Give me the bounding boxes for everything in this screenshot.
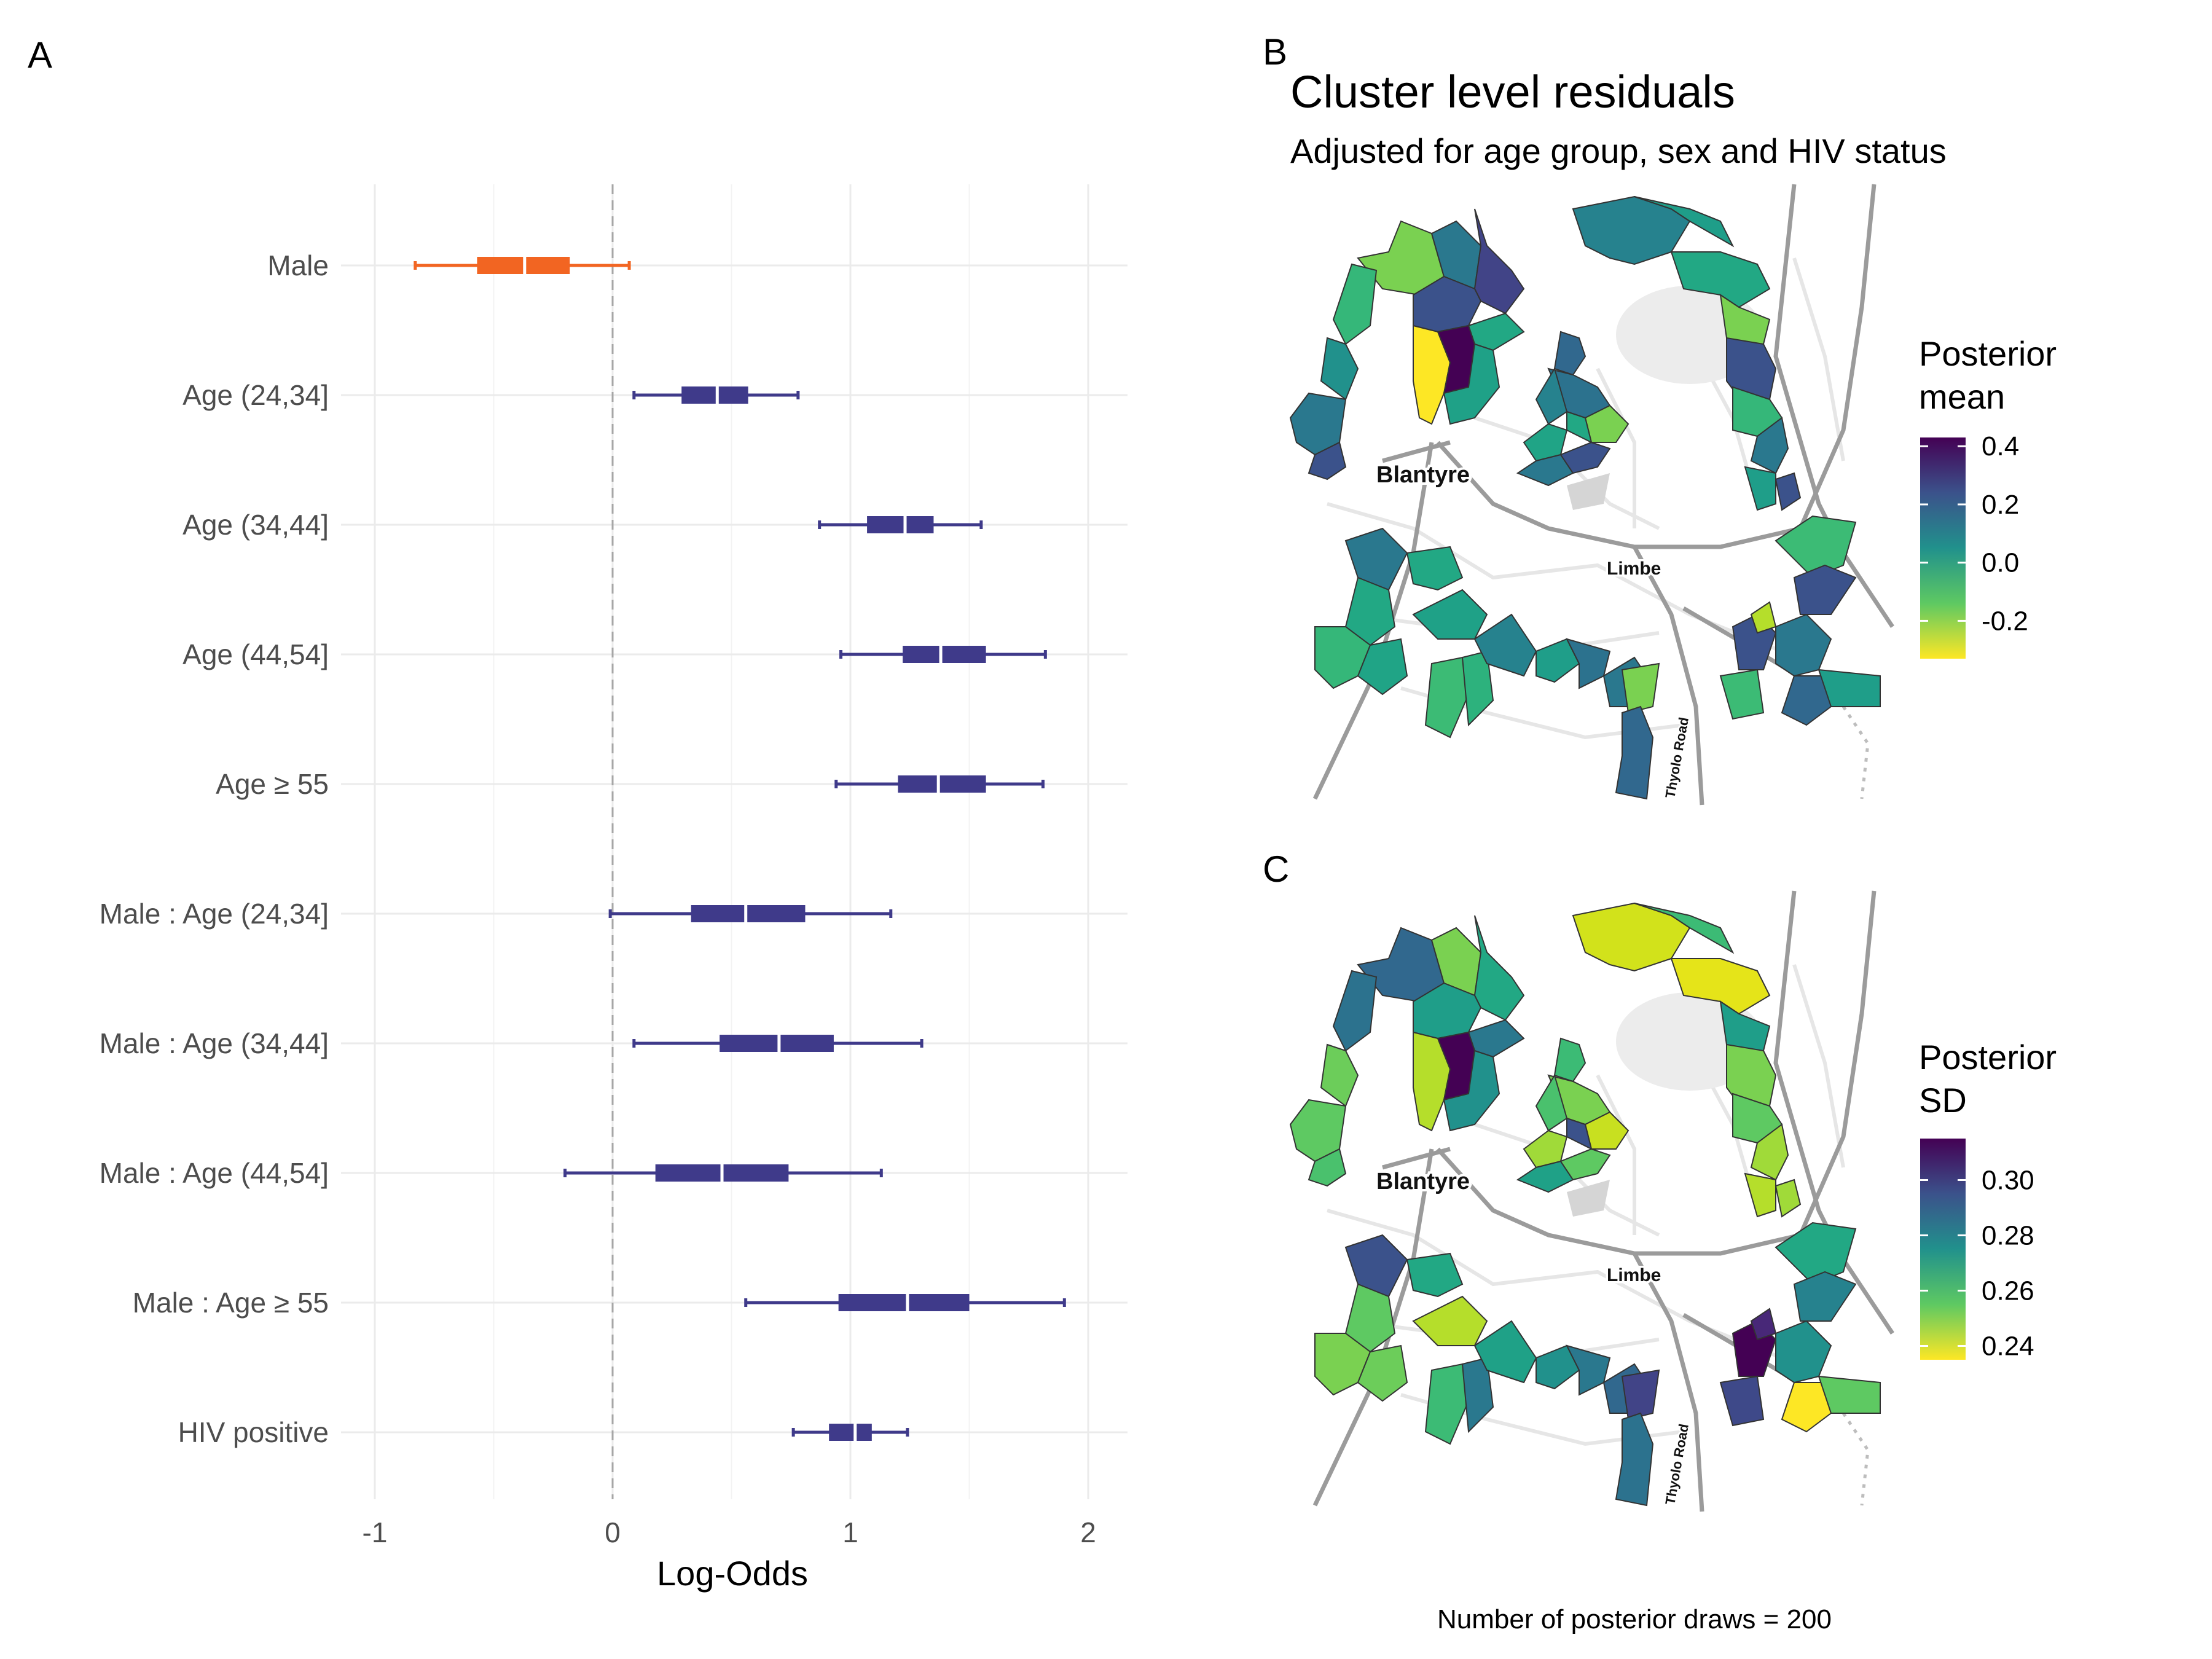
legend-tick-label: 0.24	[1982, 1332, 2034, 1362]
row-label: Male : Age ≥ 55	[133, 1287, 329, 1319]
interval-box	[829, 1424, 872, 1441]
legend-tick-label: 0.4	[1982, 431, 2019, 461]
map-b-dotted-boundary	[1841, 705, 1870, 799]
legend-tick-label: 0.2	[1982, 490, 2019, 520]
legend-b-colorbar	[1920, 437, 1966, 659]
interval-row	[608, 904, 893, 923]
interval-row	[563, 1164, 883, 1182]
interval-row	[839, 645, 1047, 664]
row-label: Male : Age (24,34]	[100, 898, 329, 930]
row-label: HIV positive	[178, 1416, 329, 1448]
row-label: Age ≥ 55	[216, 768, 329, 800]
x-tick-label: 2	[1080, 1516, 1096, 1548]
panel-label-b: B	[1263, 31, 1288, 73]
x-axis-title: Log-Odds	[657, 1554, 808, 1593]
map-b-label-blantyre: Blantyre	[1376, 462, 1470, 488]
map-c-label-limbe: Limbe	[1607, 1265, 1661, 1285]
x-tick-label: 1	[842, 1516, 858, 1548]
interval-box	[838, 1294, 970, 1311]
forest-plot: Male Age (24,34] Age (34,44] Age (44,54] Age…	[100, 184, 1128, 1593]
interval-row	[414, 256, 631, 275]
interval-row	[632, 1034, 924, 1053]
row-label: Age (34,44]	[182, 509, 329, 541]
legend-tick-label: -0.2	[1982, 606, 2028, 636]
map-b-clusters	[1289, 195, 1881, 800]
interval-box	[867, 516, 934, 533]
map-c: Blantyre Limbe Thyolo Road	[1289, 890, 1894, 1512]
legend-b-title-line2: mean	[1919, 377, 2005, 416]
map-c-dotted-boundary	[1841, 1412, 1870, 1506]
interval-row	[834, 775, 1045, 793]
interval-box	[681, 386, 748, 404]
interval-box	[691, 905, 806, 922]
row-label: Male : Age (34,44]	[100, 1027, 329, 1059]
legend-c-title-line2: SD	[1919, 1081, 1967, 1120]
legend-b-title-line1: Posterior	[1919, 334, 2057, 373]
interval-box	[720, 1035, 834, 1052]
interval-row	[791, 1423, 909, 1441]
x-tick-label: 0	[605, 1516, 621, 1548]
legend-tick-label: 0.0	[1982, 548, 2019, 578]
interval-box	[903, 646, 986, 663]
map-b: Blantyre Limbe Thyolo Road	[1289, 184, 1894, 806]
map-c-label-blantyre: Blantyre	[1376, 1169, 1470, 1194]
map-c-clusters	[1289, 902, 1881, 1507]
forest-x-tick-labels: -1 0 1 2	[363, 1516, 1096, 1548]
legend-tick-label: 0.26	[1982, 1276, 2034, 1306]
legend-b: Posterior mean 0.4 0.2 0.0 -0.2	[1919, 334, 2057, 659]
legend-tick-label: 0.28	[1982, 1221, 2034, 1251]
row-label: Age (24,34]	[182, 379, 329, 411]
interval-row	[744, 1293, 1066, 1312]
interval-row	[632, 386, 800, 404]
forest-row-labels: Male Age (24,34] Age (34,44] Age (44,54] Age…	[100, 249, 329, 1448]
legend-c: Posterior SD 0.30 0.28 0.26 0.24	[1919, 1038, 2057, 1362]
panel-label-c: C	[1263, 849, 1290, 890]
figure-caption: Number of posterior draws = 200	[1437, 1604, 1832, 1634]
map-b-title: Cluster level residuals	[1290, 66, 1735, 117]
forest-intervals	[414, 256, 1066, 1441]
legend-tick-label: 0.30	[1982, 1166, 2034, 1196]
map-b-grey-patch	[1567, 473, 1610, 510]
map-b-subtitle: Adjusted for age group, sex and HIV stat…	[1290, 131, 1947, 170]
interval-box	[898, 775, 986, 793]
x-tick-label: -1	[363, 1516, 388, 1548]
legend-c-ticks: 0.30 0.28 0.26 0.24	[1920, 1166, 2034, 1362]
map-c-grey-patch	[1567, 1180, 1610, 1217]
interval-row	[818, 516, 983, 534]
legend-b-ticks: 0.4 0.2 0.0 -0.2	[1920, 431, 2028, 636]
row-label: Age (44,54]	[182, 638, 329, 670]
legend-c-colorbar	[1920, 1139, 1966, 1360]
panel-label-a: A	[28, 34, 53, 76]
map-b-label-limbe: Limbe	[1607, 559, 1661, 579]
row-label: Male	[267, 249, 329, 281]
legend-c-title-line1: Posterior	[1919, 1038, 2057, 1077]
row-label: Male : Age (44,54]	[100, 1157, 329, 1189]
